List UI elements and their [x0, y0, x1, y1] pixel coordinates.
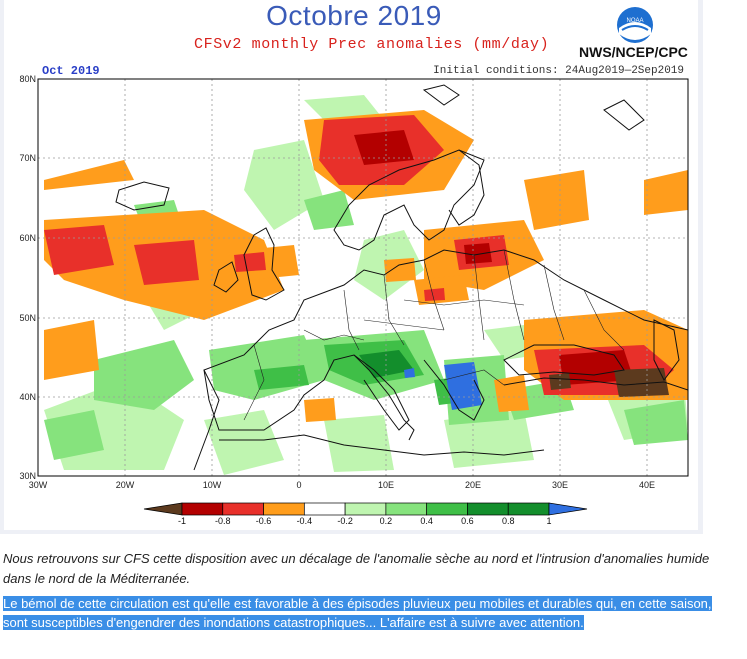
colorbar-boxes	[143, 502, 588, 516]
colorbar-tick-label: 1	[546, 516, 551, 526]
lon-label: 20W	[116, 480, 135, 490]
colorbar-tick-label: -1	[178, 516, 186, 526]
initial-conditions: Initial conditions: 24Aug2019—2Sep2019	[433, 65, 684, 77]
lon-label: 10E	[378, 480, 394, 490]
lat-label: 50N	[19, 313, 36, 323]
colorbar-box	[222, 502, 264, 516]
colorbar-box	[263, 502, 305, 516]
colorbar-box	[467, 502, 509, 516]
lon-label: 30W	[29, 480, 48, 490]
colorbar-tick-label: 0.8	[502, 516, 515, 526]
lon-label: 0	[296, 480, 301, 490]
lon-label: 10W	[203, 480, 222, 490]
lon-label: 40E	[639, 480, 655, 490]
colorbar-box	[303, 502, 346, 516]
lat-label: 30N	[19, 471, 36, 481]
colorbar-box	[426, 502, 468, 516]
map-subtitle: CFSv2 monthly Prec anomalies (mm/day)	[194, 36, 550, 53]
colorbar-ticks: -1 -0.8 -0.6 -0.4 -0.2 0.2 0.4 0.6 0.8 1	[178, 516, 552, 526]
lat-label: 40N	[19, 392, 36, 402]
colorbar-tick-label: 0.6	[461, 516, 474, 526]
colorbar-tick-label: 0.2	[380, 516, 393, 526]
colorbar-tick-label: 0.4	[420, 516, 433, 526]
colorbar-box	[507, 502, 550, 516]
country-borders	[243, 249, 625, 421]
lon-label: 30E	[552, 480, 568, 490]
figure-panel: Octobre 2019 CFSv2 monthly Prec anomalie…	[0, 0, 703, 534]
map-frame	[37, 78, 689, 477]
lat-label: 60N	[19, 233, 36, 243]
lon-labels: 30W 20W 10W 0 10E 20E 30E 40E	[29, 480, 655, 490]
anomaly-map: 80N 70N 60N 50N 40N 30N 30W 20W 10W 0 10…	[19, 74, 689, 490]
agency-label: NWS/NCEP/CPC	[579, 44, 688, 60]
noaa-logo-icon: NOAA	[617, 7, 653, 43]
wet-anomaly-very-strong	[359, 350, 414, 378]
colorbar: -1 -0.8 -0.6 -0.4 -0.2 0.2 0.4 0.6 0.8 1	[143, 502, 588, 526]
lat-label: 70N	[19, 153, 36, 163]
wet-anomaly-max	[404, 362, 482, 410]
colorbar-box	[344, 502, 387, 516]
anomaly-figure: Octobre 2019 CFSv2 monthly Prec anomalie…	[4, 0, 698, 530]
colorbar-tick-label: -0.6	[256, 516, 272, 526]
colorbar-tick-label: -0.8	[215, 516, 231, 526]
colorbar-arrow-right	[548, 502, 588, 516]
map-title: Octobre 2019	[266, 0, 442, 31]
lat-lon-grid	[38, 79, 688, 476]
month-tag: Oct 2019	[42, 64, 100, 78]
highlighted-text-span: Le bémol de cette circulation est qu'ell…	[3, 596, 712, 630]
noaa-logo-text: NOAA	[626, 18, 643, 24]
colorbar-box	[181, 502, 224, 516]
lat-labels: 80N 70N 60N 50N 40N 30N	[19, 74, 36, 481]
highlighted-text: Le bémol de cette circulation est qu'ell…	[3, 594, 739, 632]
caption-text: Nous retrouvons sur CFS cette dispositio…	[3, 551, 710, 586]
anomaly-field	[38, 79, 688, 476]
colorbar-box	[385, 502, 428, 516]
lat-label: 80N	[19, 74, 36, 84]
colorbar-tick-label: -0.2	[337, 516, 353, 526]
lon-label: 20E	[465, 480, 481, 490]
colorbar-tick-label: -0.4	[297, 516, 313, 526]
dry-anomaly-max	[549, 368, 669, 397]
colorbar-arrow-left	[143, 502, 183, 516]
